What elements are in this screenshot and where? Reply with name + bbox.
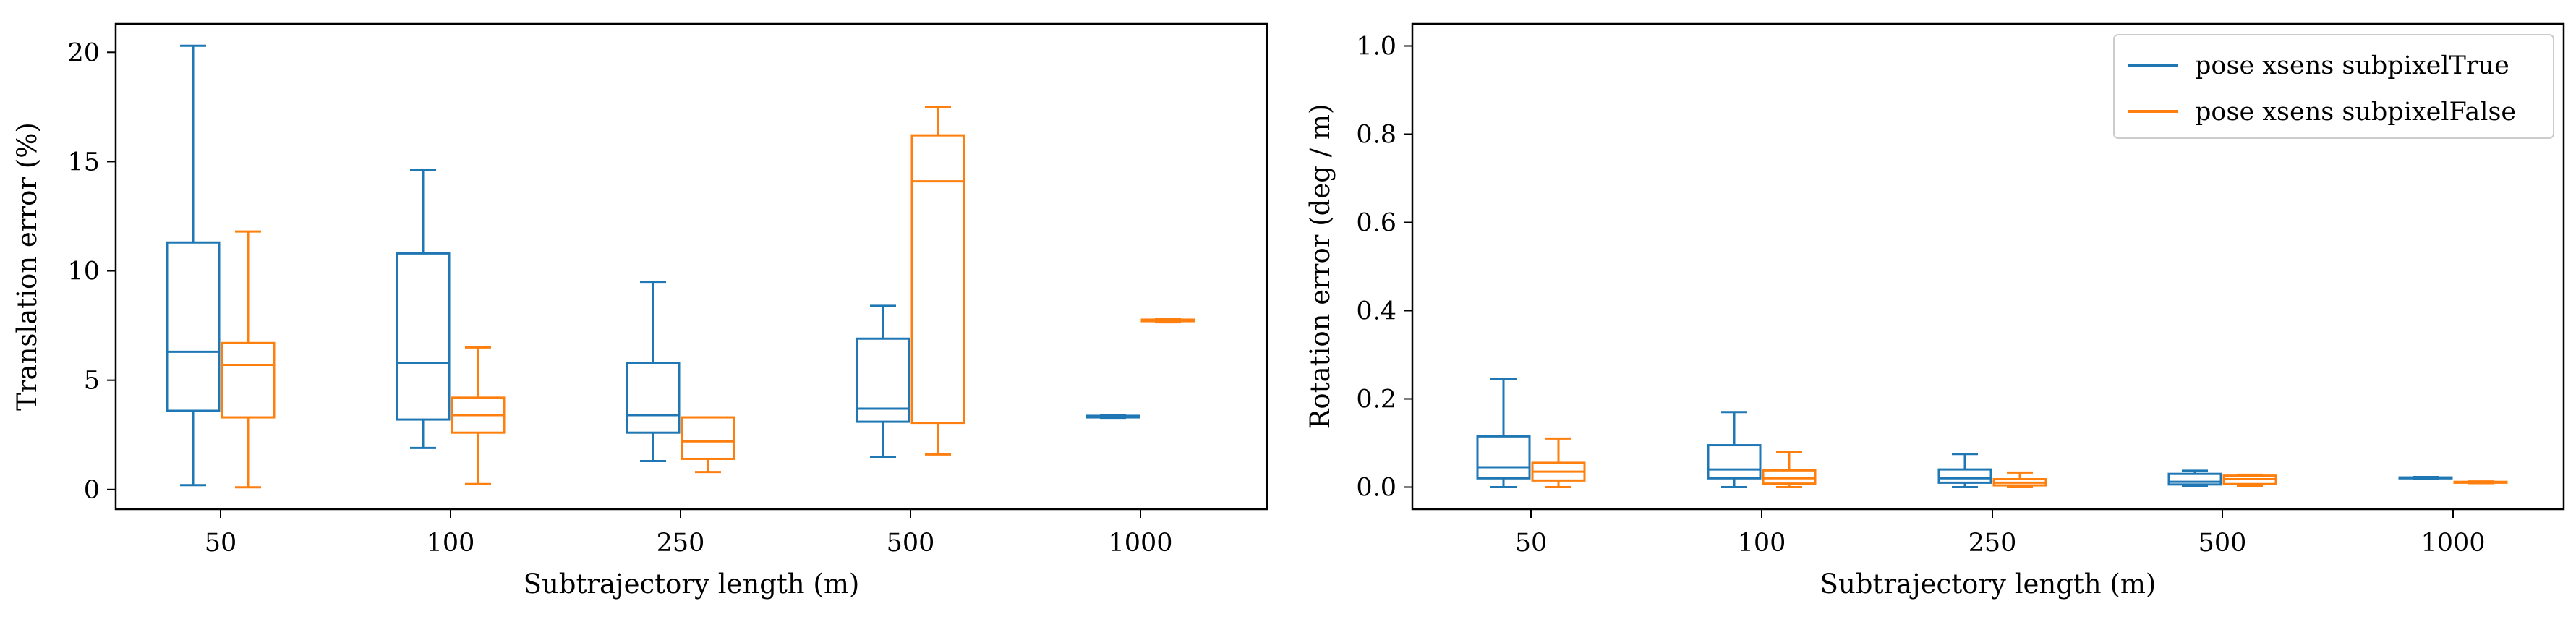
box-100-true bbox=[396, 169, 451, 449]
rotation-error-chart: 0.0 0.2 0.4 0.6 0.8 1.0 50 100 250 500 1000 Subtraj… bbox=[1305, 22, 2565, 600]
iqr-box bbox=[1707, 444, 1762, 480]
box-100-false bbox=[451, 346, 506, 485]
y-tick-label: 0.8 bbox=[1356, 121, 1396, 150]
x-tick-label: 50 bbox=[205, 529, 237, 558]
axes-frame bbox=[114, 22, 1268, 511]
legend-frame bbox=[2113, 34, 2554, 139]
box-1000-false bbox=[1140, 318, 1195, 324]
iqr-box bbox=[626, 361, 681, 434]
box-500-false bbox=[2222, 473, 2277, 487]
y-tick-label: 1.0 bbox=[1356, 33, 1396, 61]
box-50-false bbox=[1531, 437, 1586, 488]
y-tick-label: 0.2 bbox=[1356, 385, 1396, 414]
iqr-box bbox=[1476, 435, 1531, 480]
x-tick-label: 250 bbox=[1969, 529, 2017, 558]
x-tick-label: 250 bbox=[657, 529, 705, 558]
y-tick-label: 0.4 bbox=[1356, 297, 1396, 326]
translation-error-chart: 0 5 10 15 20 50 100 250 500 1000 Subtrajectory len… bbox=[12, 22, 1268, 600]
box-50-true bbox=[1476, 378, 1531, 488]
y-axis-title: Rotation error (deg / m) bbox=[1305, 104, 1336, 430]
iqr-box bbox=[221, 341, 276, 419]
y-tick-label: 0.6 bbox=[1356, 209, 1396, 238]
box-250-false bbox=[1992, 471, 2047, 488]
box-250-false bbox=[681, 416, 735, 474]
legend-label: pose xsens subpixelTrue bbox=[2195, 51, 2509, 80]
x-tick-label: 500 bbox=[887, 529, 935, 558]
box-1000-true bbox=[1086, 414, 1140, 420]
y-tick-label: 0.0 bbox=[1356, 474, 1396, 503]
y-tick-label: 0 bbox=[84, 476, 100, 505]
x-axis-title: Subtrajectory length (m) bbox=[524, 568, 860, 600]
box-250-true bbox=[1937, 453, 1992, 488]
box-100-false bbox=[1762, 451, 1817, 488]
iqr-box bbox=[396, 252, 451, 421]
legend-label: pose xsens subpixelFalse bbox=[2195, 98, 2516, 127]
x-tick-label: 1000 bbox=[2421, 529, 2485, 558]
iqr-box bbox=[1937, 468, 1992, 484]
iqr-box bbox=[910, 134, 965, 425]
y-tick-label: 15 bbox=[67, 148, 100, 176]
axes-frame bbox=[1411, 22, 2565, 511]
box-50-true bbox=[166, 44, 221, 487]
box-500-false bbox=[910, 106, 965, 456]
x-tick-label: 500 bbox=[2198, 529, 2247, 558]
y-tick-label: 20 bbox=[67, 38, 100, 67]
iqr-box bbox=[1762, 469, 1817, 485]
box-500-true bbox=[856, 304, 910, 458]
box-1000-true bbox=[2398, 475, 2453, 480]
x-axis-title: Subtrajectory length (m) bbox=[1820, 568, 2157, 600]
box-100-true bbox=[1707, 411, 1762, 488]
y-tick-label: 10 bbox=[67, 257, 100, 286]
x-tick-label: 1000 bbox=[1108, 529, 1172, 558]
box-500-true bbox=[2167, 469, 2222, 487]
box-250-true bbox=[626, 281, 681, 463]
y-axis-title: Translation error (%) bbox=[12, 122, 43, 411]
y-tick-label: 5 bbox=[84, 367, 100, 396]
x-tick-label: 100 bbox=[427, 529, 475, 558]
x-tick-label: 100 bbox=[1738, 529, 1786, 558]
box-50-false bbox=[221, 230, 276, 489]
iqr-box bbox=[166, 241, 221, 412]
iqr-box bbox=[681, 416, 735, 460]
legend: pose xsens subpixelTrue pose xsens subpix… bbox=[2113, 34, 2554, 139]
box-1000-false bbox=[2453, 480, 2508, 485]
x-tick-label: 50 bbox=[1515, 529, 1548, 558]
